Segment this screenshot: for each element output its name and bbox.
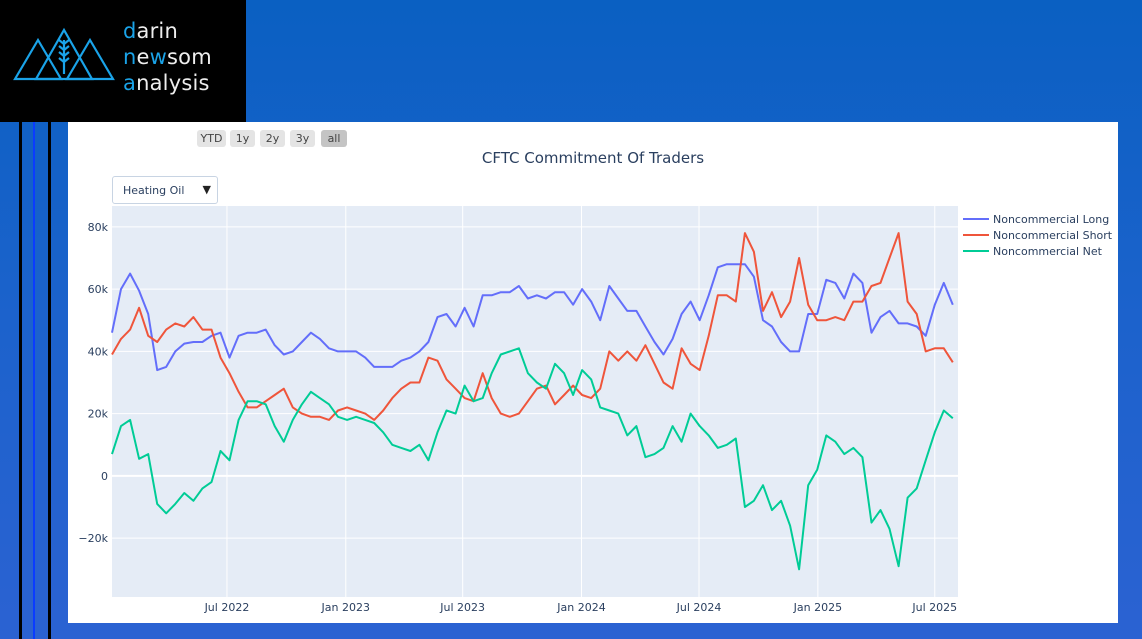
x-tick-label: Jan 2024 [556,601,605,614]
commodity-dropdown[interactable]: Heating Oil ▼ [112,176,218,204]
mountains-wheat-logo-icon [13,27,115,81]
chart-title: CFTC Commitment Of Traders [481,149,705,167]
logo-text: darin newsom analysis [123,19,212,95]
y-tick-label: 20k [88,408,109,421]
range-button-2y[interactable]: 2y [260,130,285,147]
legend-label-short[interactable]: Noncommercial Short [993,229,1113,242]
x-tick-label: Jul 2022 [204,601,250,614]
legend-label-long[interactable]: Noncommercial Long [993,213,1109,226]
series-line-net [111,347,954,571]
decorative-stripe [33,122,35,639]
y-tick-label: 60k [88,283,109,296]
range-button-ytd[interactable]: YTD [197,130,226,147]
x-tick-label: Jul 2023 [439,601,485,614]
decorative-stripe [19,122,22,639]
dropdown-selected: Heating Oil [123,184,185,197]
y-tick-label: 0 [101,470,108,483]
legend-label-net[interactable]: Noncommercial Net [993,245,1103,258]
x-tick-label: Jan 2023 [321,601,370,614]
legend[interactable]: Noncommercial Long Noncommercial Short Non… [963,213,1113,258]
triangle-down-icon: ▼ [202,183,211,196]
y-tick-label: −20k [78,532,108,545]
x-tick-label: Jul 2024 [676,601,722,614]
decorative-stripe [48,122,51,639]
y-tick-label: 40k [88,345,109,358]
range-button-all[interactable]: all [321,130,347,147]
range-button-3y[interactable]: 3y [290,130,315,147]
logo: darin newsom analysis [0,0,246,122]
y-tick-label: 80k [88,221,109,234]
logo-line-1: arin [136,19,178,43]
series-line-short [111,232,954,421]
range-button-1y[interactable]: 1y [230,130,255,147]
x-tick-label: Jan 2025 [793,601,842,614]
x-tick-label: Jul 2025 [911,601,957,614]
